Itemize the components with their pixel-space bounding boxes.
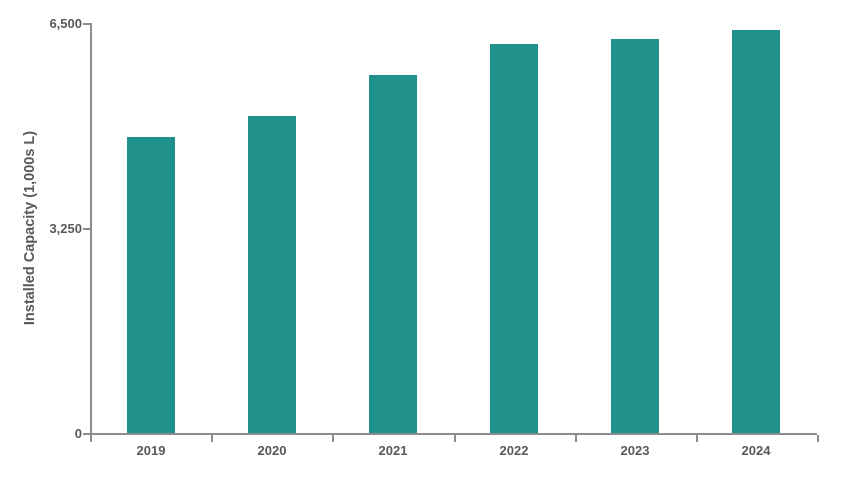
y-axis-line: [90, 23, 92, 435]
y-tick-mark: [83, 23, 90, 25]
x-tick-label: 2024: [741, 443, 771, 458]
bar-2024: [732, 30, 780, 433]
bar-2022: [490, 44, 538, 433]
y-tick-label: 0: [74, 426, 82, 441]
y-tick-mark: [83, 228, 90, 230]
x-tick-label: 2021: [378, 443, 408, 458]
x-axis-line: [90, 433, 817, 435]
x-tick-mark: [332, 435, 335, 442]
y-tick-mark: [83, 433, 90, 435]
x-tick-label: 2022: [499, 443, 529, 458]
y-tick-label: 6,500: [49, 16, 82, 31]
x-tick-label: 2019: [136, 443, 166, 458]
y-tick-label: 3,250: [49, 221, 82, 236]
x-tick-label: 2020: [257, 443, 287, 458]
x-tick-mark: [574, 435, 577, 442]
x-tick-mark: [817, 435, 819, 442]
bar-2020: [248, 116, 296, 433]
bar-2023: [611, 39, 659, 433]
x-tick-label: 2023: [620, 443, 650, 458]
bar-2019: [127, 137, 175, 433]
x-tick-mark: [453, 435, 456, 442]
bar-2021: [369, 75, 417, 433]
x-tick-mark: [90, 435, 92, 442]
x-tick-mark: [211, 435, 214, 442]
x-tick-mark: [695, 435, 698, 442]
